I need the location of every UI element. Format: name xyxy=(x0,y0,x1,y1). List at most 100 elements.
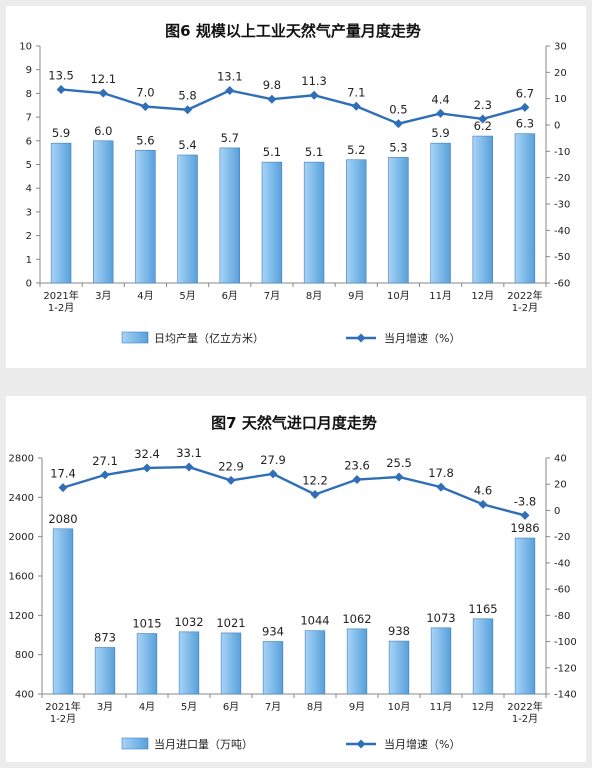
growth-rate-line xyxy=(62,465,526,517)
line-value-label: 33.1 xyxy=(176,446,202,460)
legend-bar-swatch xyxy=(121,331,149,344)
line-point xyxy=(98,88,108,98)
right-tick-label: -30 xyxy=(554,200,570,211)
x-tick-label: 7月 xyxy=(264,290,280,302)
x-tick-label: 2022年 xyxy=(507,700,542,713)
line-point xyxy=(226,475,236,485)
line-value-label: 0.5 xyxy=(389,103,407,117)
bar-value-label: 5.6 xyxy=(136,133,154,147)
line-value-label: 4.4 xyxy=(431,92,449,106)
x-tick-label: 9月 xyxy=(349,701,365,713)
bar-value-label: 5.4 xyxy=(178,138,196,152)
line-point xyxy=(183,105,193,115)
bar-value-label: 5.9 xyxy=(52,126,70,140)
bar xyxy=(177,154,198,284)
left-tick-label: 800 xyxy=(15,650,34,661)
left-tick-label: 2800 xyxy=(9,454,34,465)
line-value-label: 27.9 xyxy=(260,453,286,467)
bar-value-label: 5.1 xyxy=(305,145,323,159)
right-tick-label: -120 xyxy=(554,663,577,674)
x-tick-label: 11月 xyxy=(430,701,453,713)
left-tick-label: 2000 xyxy=(9,532,34,543)
right-tick-label: -100 xyxy=(554,637,577,648)
legend-bar-swatch xyxy=(121,737,149,750)
left-tick-label: 4 xyxy=(26,184,32,195)
x-tick-label: 3月 xyxy=(97,701,113,713)
line-point xyxy=(268,469,278,479)
bar-value-label: 1044 xyxy=(300,614,329,628)
bar xyxy=(514,133,536,284)
line-value-label: 5.8 xyxy=(178,89,196,103)
legend-line-marker xyxy=(356,739,366,749)
left-tick-label: 8 xyxy=(26,89,32,100)
legend-line-marker xyxy=(356,333,366,343)
bar xyxy=(472,618,494,695)
bar-value-label: 5.7 xyxy=(221,131,239,145)
bar-value-label: 5.9 xyxy=(431,126,449,140)
line-value-label: 32.4 xyxy=(134,447,160,461)
line-value-label: 13.1 xyxy=(217,70,243,84)
left-tick-label: 1 xyxy=(26,255,32,266)
right-tick-label: 20 xyxy=(554,68,567,79)
gas-import-chart-panel: 图7 天然气进口月度走势 400 800 1200 1600 2000 2400 2800 -1… xyxy=(6,396,586,762)
right-tick-label: -60 xyxy=(554,585,570,596)
line-point xyxy=(478,114,488,124)
bar-value-label: 1165 xyxy=(468,602,497,616)
x-tick-label: 4月 xyxy=(137,290,153,302)
left-tick-label: 1600 xyxy=(9,572,34,583)
legend-bar-label: 当月进口量（万吨） xyxy=(154,737,253,751)
left-tick-label: 5 xyxy=(26,160,32,171)
bar-value-label: 1015 xyxy=(132,617,161,631)
x-tick-label: 4月 xyxy=(139,701,155,713)
right-tick-label: 20 xyxy=(554,480,567,491)
bar-value-label: 938 xyxy=(388,624,410,638)
left-tick-label: 1200 xyxy=(9,611,34,622)
bar xyxy=(304,630,326,695)
line-point xyxy=(309,90,319,100)
bar xyxy=(514,537,536,695)
bar xyxy=(430,627,452,695)
left-tick-label: 10 xyxy=(19,42,32,53)
right-tick-label: -20 xyxy=(554,173,570,184)
line-value-label: 11.3 xyxy=(301,74,327,88)
right-tick-label: 0 xyxy=(554,506,560,517)
left-tick-label: 3 xyxy=(26,207,32,218)
growth-rate-line xyxy=(60,88,526,125)
bar xyxy=(430,142,451,284)
right-tick-label: 30 xyxy=(554,42,567,53)
bar xyxy=(262,641,284,695)
line-value-label: 22.9 xyxy=(218,459,244,473)
bar-value-label: 1021 xyxy=(216,616,245,630)
gas-import-chart: 图7 天然气进口月度走势40080012001600200024002800-1… xyxy=(9,414,577,751)
gas-production-chart-panel: 图6 规模以上工业天然气产量月度走势 0 1 2 3 4 5 6 7 8 9 10 -60 -50 -40 -… xyxy=(6,6,586,368)
line-value-label: 25.5 xyxy=(386,456,412,470)
bar-value-label: 1062 xyxy=(342,612,371,626)
x-tick-label: 12月 xyxy=(472,701,495,713)
line-value-label: 4.6 xyxy=(474,483,492,497)
x-tick-label: 9月 xyxy=(348,290,364,302)
x-tick-label: 12月 xyxy=(471,290,494,302)
line-value-label: 17.8 xyxy=(428,466,454,480)
bar xyxy=(178,631,200,695)
line-value-label: -3.8 xyxy=(514,494,536,508)
left-tick-label: 6 xyxy=(26,136,32,147)
bar xyxy=(219,147,240,284)
line-point xyxy=(140,102,150,112)
bar xyxy=(388,640,410,695)
right-tick-label: -20 xyxy=(554,532,570,543)
line-value-label: 12.1 xyxy=(90,72,116,86)
right-tick-label: -50 xyxy=(554,252,570,263)
legend-line-label: 当月增速（%） xyxy=(384,331,460,345)
bar xyxy=(472,135,493,284)
left-tick-label: 2 xyxy=(26,231,32,242)
x-tick-label: 2021年 xyxy=(45,700,80,713)
x-tick-label: 11月 xyxy=(429,290,452,302)
bar xyxy=(303,161,325,284)
line-value-label: 2.3 xyxy=(474,98,492,112)
line-value-label: 9.8 xyxy=(263,78,281,92)
gas-production-chart: 图6 规模以上工业天然气产量月度走势 0 1 2 3 4 5 6 7 8 9 10 -60 -50 -40 -… xyxy=(19,22,570,345)
line-point xyxy=(436,108,446,118)
bar-value-label: 2080 xyxy=(48,512,77,526)
right-tick-label: -80 xyxy=(554,611,570,622)
x-tick-label: 1-2月 xyxy=(512,302,538,314)
